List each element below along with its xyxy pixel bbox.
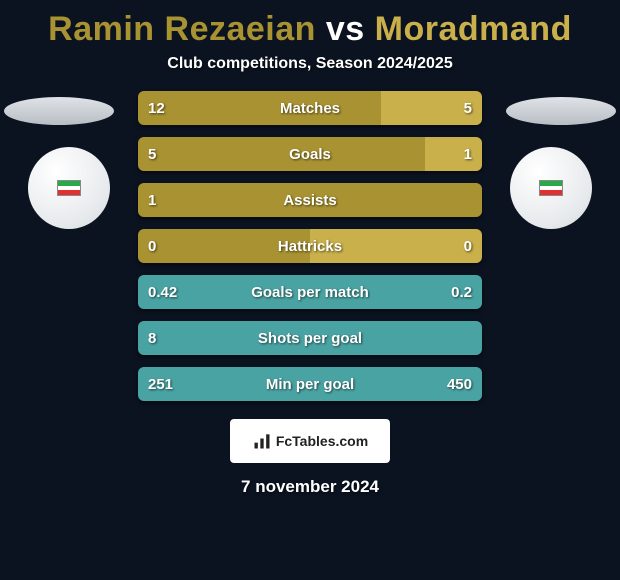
- stat-row: 0.420.2Goals per match: [138, 275, 482, 309]
- stat-row: 125Matches: [138, 91, 482, 125]
- stat-row: 1Assists: [138, 183, 482, 217]
- flag-icon-left: [57, 180, 81, 196]
- stat-segment-left: [138, 137, 425, 171]
- stat-segment-left: [138, 321, 482, 355]
- footer-date: 7 november 2024: [0, 477, 620, 497]
- stat-row: 8Shots per goal: [138, 321, 482, 355]
- comparison-arena: 125Matches 51Goals 1Assists 00Hattricks 0.42…: [0, 91, 620, 401]
- ball-icon-right: [510, 147, 592, 229]
- stat-segment-right: [425, 137, 482, 171]
- stat-segment-left: [138, 229, 310, 263]
- stat-segment-left: [138, 275, 482, 309]
- stat-segment-left: [138, 91, 381, 125]
- title-left: Ramin Rezaeian: [48, 10, 316, 48]
- stat-row: 51Goals: [138, 137, 482, 171]
- stat-segment-left: [138, 367, 482, 401]
- brand-text: FcTables.com: [276, 433, 368, 449]
- platform-right: [506, 97, 616, 125]
- title-vs: vs: [326, 10, 365, 48]
- flag-icon-right: [539, 180, 563, 196]
- brand-badge: FcTables.com: [230, 419, 390, 463]
- subtitle: Club competitions, Season 2024/2025: [0, 55, 620, 73]
- title-right: Moradmand: [375, 10, 572, 48]
- stat-bars: 125Matches 51Goals 1Assists 00Hattricks 0.42…: [138, 91, 482, 401]
- stat-row: 00Hattricks: [138, 229, 482, 263]
- page-title: Ramin Rezaeian vs Moradmand: [0, 0, 620, 49]
- stat-row: 251450Min per goal: [138, 367, 482, 401]
- stat-segment-right: [381, 91, 482, 125]
- stat-segment-right: [310, 229, 482, 263]
- stat-segment-left: [138, 183, 482, 217]
- ball-icon-left: [28, 147, 110, 229]
- platform-left: [4, 97, 114, 125]
- chart-icon: [252, 431, 272, 451]
